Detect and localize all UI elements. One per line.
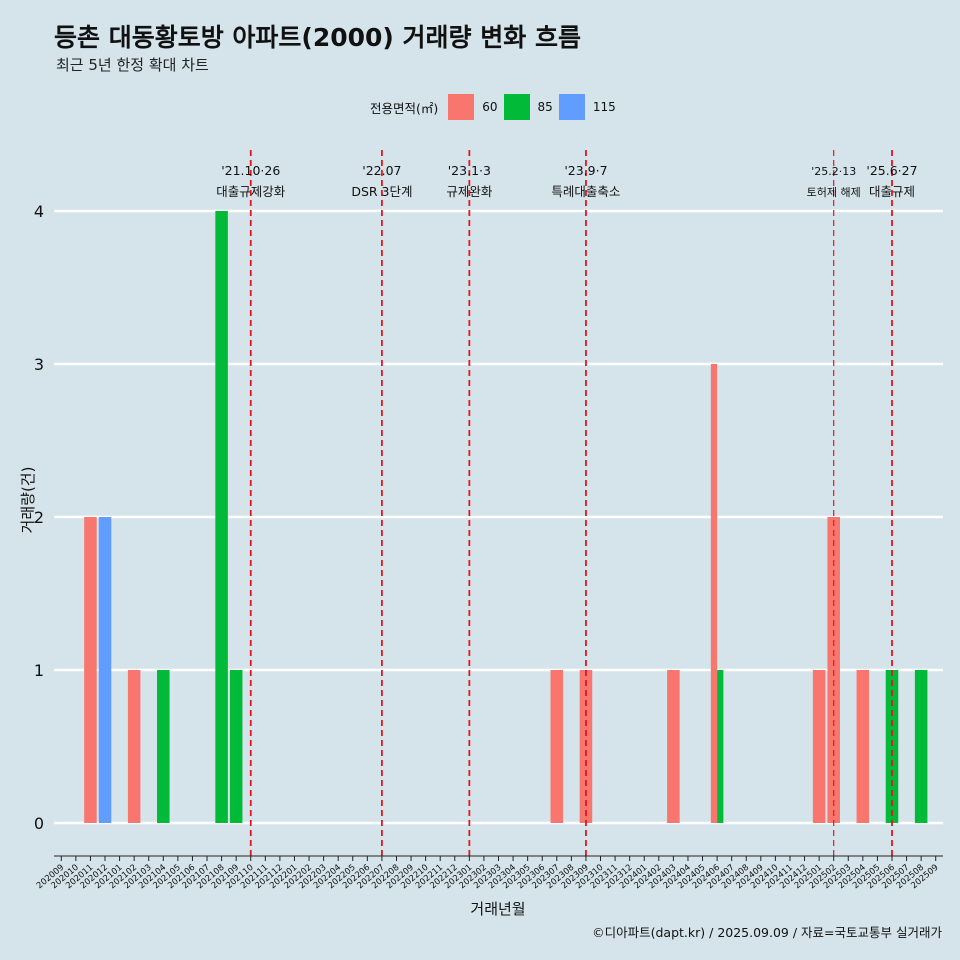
bar-60-202307 (550, 670, 564, 823)
legend-key-60 (448, 94, 475, 120)
bar-85-202104 (157, 670, 170, 823)
x-axis-title: 거래년월 (470, 900, 525, 918)
legend-item-85: 85 (503, 94, 553, 120)
event-date-202207: '22.07 (362, 163, 401, 178)
bar-85-202406 (717, 670, 724, 823)
chart-title: 등촌 대동황토방 아파트(2000) 거래량 변화 흐름 (54, 23, 581, 52)
bar-60-202504 (856, 670, 870, 823)
legend-item-115: 115 (558, 94, 616, 120)
y-tick-label: 1 (34, 661, 44, 680)
event-label-202301: 규제완화 (446, 184, 493, 199)
bar-60-202406 (710, 364, 718, 823)
bar-85-202109 (229, 670, 243, 823)
bar-60-202102 (127, 670, 141, 823)
event-label-202110: 대출규제강화 (216, 184, 286, 199)
bar-85-202508 (914, 670, 928, 823)
event-date-202110: '21.10·26 (221, 163, 280, 178)
bar-60-202011 (84, 517, 97, 823)
event-date-202506: '25.6·27 (866, 163, 917, 178)
bar-85-202506 (885, 670, 899, 823)
legend-label-60: 60 (482, 100, 498, 114)
y-tick-label: 3 (34, 355, 44, 374)
y-tick-label: 2 (34, 508, 44, 527)
source-credit: ©디아파트(dapt.kr) / 2025.09.09 / 자료=국토교통부 실… (592, 925, 942, 940)
event-date-202309: '23.9·7 (564, 163, 607, 178)
legend-label-85: 85 (537, 100, 553, 114)
event-label-202506: 대출규제 (869, 184, 915, 199)
y-tick-label: 0 (34, 814, 44, 833)
event-date-202301: '23.1·3 (448, 163, 491, 178)
bar-115-202012 (98, 517, 112, 823)
event-label-202207: DSR 3단계 (351, 184, 412, 199)
chart-subtitle: 최근 5년 한정 확대 차트 (56, 56, 209, 74)
legend: 전용면적(㎡) 60 85 115 (370, 94, 622, 120)
bar-60-202403 (667, 670, 680, 823)
y-axis-title: 거래량(건) (19, 467, 37, 534)
legend-key-115 (558, 94, 585, 120)
bar-60-202501 (812, 670, 826, 823)
legend-item-60: 60 (448, 94, 498, 120)
bar-85-202108 (215, 211, 228, 823)
bar-60-202309 (579, 670, 593, 823)
legend-key-85 (503, 94, 530, 120)
event-date-202502: '25.2·13 (811, 165, 856, 178)
y-tick-label: 4 (34, 202, 44, 221)
legend-title: 전용면적(㎡) (370, 100, 439, 116)
event-label-202502: 토허제 해제 (807, 185, 861, 199)
legend-label-115: 115 (592, 100, 616, 114)
event-label-202309: 특례대출축소 (551, 184, 620, 199)
